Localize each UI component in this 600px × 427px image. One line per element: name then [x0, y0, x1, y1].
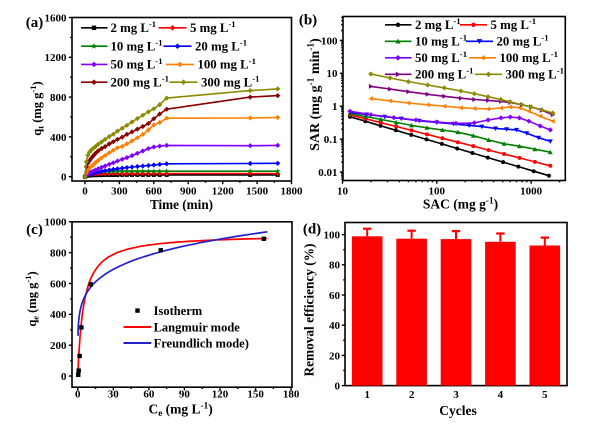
svg-text:5: 5 — [542, 389, 548, 401]
svg-text:0: 0 — [75, 388, 81, 400]
svg-text:300 mg L-1​: 300 mg L-1​ — [201, 74, 259, 90]
svg-text:40: 40 — [329, 320, 341, 332]
svg-text:3: 3 — [453, 389, 459, 401]
svg-text:200 mg L-1​: 200 mg L-1​ — [111, 74, 169, 90]
svg-text:10: 10 — [337, 185, 349, 197]
svg-text:100 mg L-1​: 100 mg L-1​ — [500, 49, 558, 65]
svg-text:30: 30 — [108, 388, 120, 400]
svg-text:1200: 1200 — [45, 52, 68, 64]
svg-text:0: 0 — [335, 381, 341, 393]
svg-text:1000: 1000 — [45, 217, 68, 229]
svg-text:2 mg L-1​: 2 mg L-1​ — [111, 19, 157, 35]
svg-text:(b): (b) — [299, 13, 317, 29]
svg-text:100: 100 — [321, 35, 338, 47]
svg-text:20 mg L-1​: 20 mg L-1​ — [497, 33, 549, 49]
svg-text:Removal efficiency (%): Removal efficiency (%) — [302, 244, 317, 377]
svg-text:0.1: 0.1 — [324, 134, 338, 146]
svg-text:600: 600 — [50, 278, 67, 290]
svg-text:(c): (c) — [26, 222, 43, 238]
svg-text:1500: 1500 — [246, 185, 269, 197]
svg-text:0.01: 0.01 — [318, 167, 337, 179]
svg-text:1800: 1800 — [281, 185, 304, 197]
svg-text:10: 10 — [327, 68, 339, 80]
svg-text:10 mg L-1​: 10 mg L-1​ — [415, 33, 467, 49]
svg-text:200 mg L-1​: 200 mg L-1​ — [415, 66, 473, 82]
svg-text:2 mg L-1​: 2 mg L-1​ — [415, 16, 461, 32]
svg-text:180: 180 — [283, 388, 300, 400]
svg-text:(d): (d) — [303, 222, 321, 238]
svg-text:100: 100 — [324, 230, 341, 242]
svg-text:900: 900 — [180, 185, 197, 197]
svg-text:50 mg L-1​: 50 mg L-1​ — [415, 49, 467, 65]
svg-text:120: 120 — [212, 388, 229, 400]
svg-text:Langmuir mode: Langmuir mode — [154, 320, 241, 334]
svg-text:1600: 1600 — [45, 12, 68, 24]
svg-text:Freundlich mode): Freundlich mode) — [154, 336, 249, 350]
svg-text:800: 800 — [50, 92, 67, 104]
svg-text:SAR (mg g-1​ min-1​): SAR (mg g-1​ min-1​) — [307, 38, 323, 151]
svg-text:80: 80 — [329, 260, 341, 272]
svg-text:200: 200 — [50, 340, 67, 352]
svg-text:qt​ (mg g-1​): qt​ (mg g-1​) — [28, 81, 45, 135]
svg-text:4: 4 — [498, 389, 504, 401]
svg-text:Ce​ (mg L-1​): Ce​ (mg L-1​) — [148, 400, 212, 418]
svg-text:90: 90 — [179, 388, 191, 400]
svg-text:100 mg L-1​: 100 mg L-1​ — [198, 56, 256, 72]
svg-text:Time (min): Time (min) — [150, 197, 213, 212]
svg-text:qe​ (mg g-1​): qe​ (mg g-1​) — [23, 271, 40, 326]
svg-text:60: 60 — [329, 290, 341, 302]
svg-text:600: 600 — [146, 185, 163, 197]
svg-text:1200: 1200 — [212, 185, 235, 197]
svg-text:1000: 1000 — [520, 185, 543, 197]
svg-text:20: 20 — [329, 350, 341, 362]
svg-text:10 mg L-1​: 10 mg L-1​ — [111, 38, 163, 54]
svg-text:150: 150 — [247, 388, 264, 400]
svg-text:Cycles: Cycles — [439, 403, 477, 418]
svg-text:300: 300 — [111, 185, 128, 197]
svg-text:2: 2 — [409, 389, 415, 401]
svg-text:300 mg L-1​: 300 mg L-1​ — [506, 66, 564, 82]
svg-text:400: 400 — [50, 309, 67, 321]
svg-text:1: 1 — [364, 389, 370, 401]
svg-text:(a): (a) — [26, 15, 44, 31]
svg-text:0: 0 — [61, 371, 67, 383]
svg-text:SAC (mg g-1​): SAC (mg g-1​) — [423, 195, 498, 211]
svg-text:800: 800 — [50, 248, 67, 260]
svg-text:5 mg L-1​: 5 mg L-1​ — [190, 19, 236, 35]
svg-text:50 mg L-1​: 50 mg L-1​ — [111, 56, 163, 72]
svg-text:60: 60 — [143, 388, 155, 400]
svg-text:0: 0 — [82, 185, 88, 197]
svg-text:1: 1 — [332, 101, 338, 113]
svg-text:20 mg L-1​: 20 mg L-1​ — [195, 38, 247, 54]
svg-text:100: 100 — [429, 185, 446, 197]
svg-text:0: 0 — [61, 172, 67, 184]
svg-text:5 mg L-1​: 5 mg L-1​ — [491, 16, 537, 32]
svg-text:Isotherm: Isotherm — [154, 304, 203, 318]
svg-text:400: 400 — [50, 132, 67, 144]
